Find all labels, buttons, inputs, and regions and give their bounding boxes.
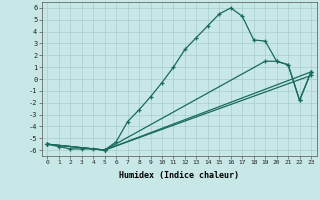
X-axis label: Humidex (Indice chaleur): Humidex (Indice chaleur) bbox=[119, 171, 239, 180]
